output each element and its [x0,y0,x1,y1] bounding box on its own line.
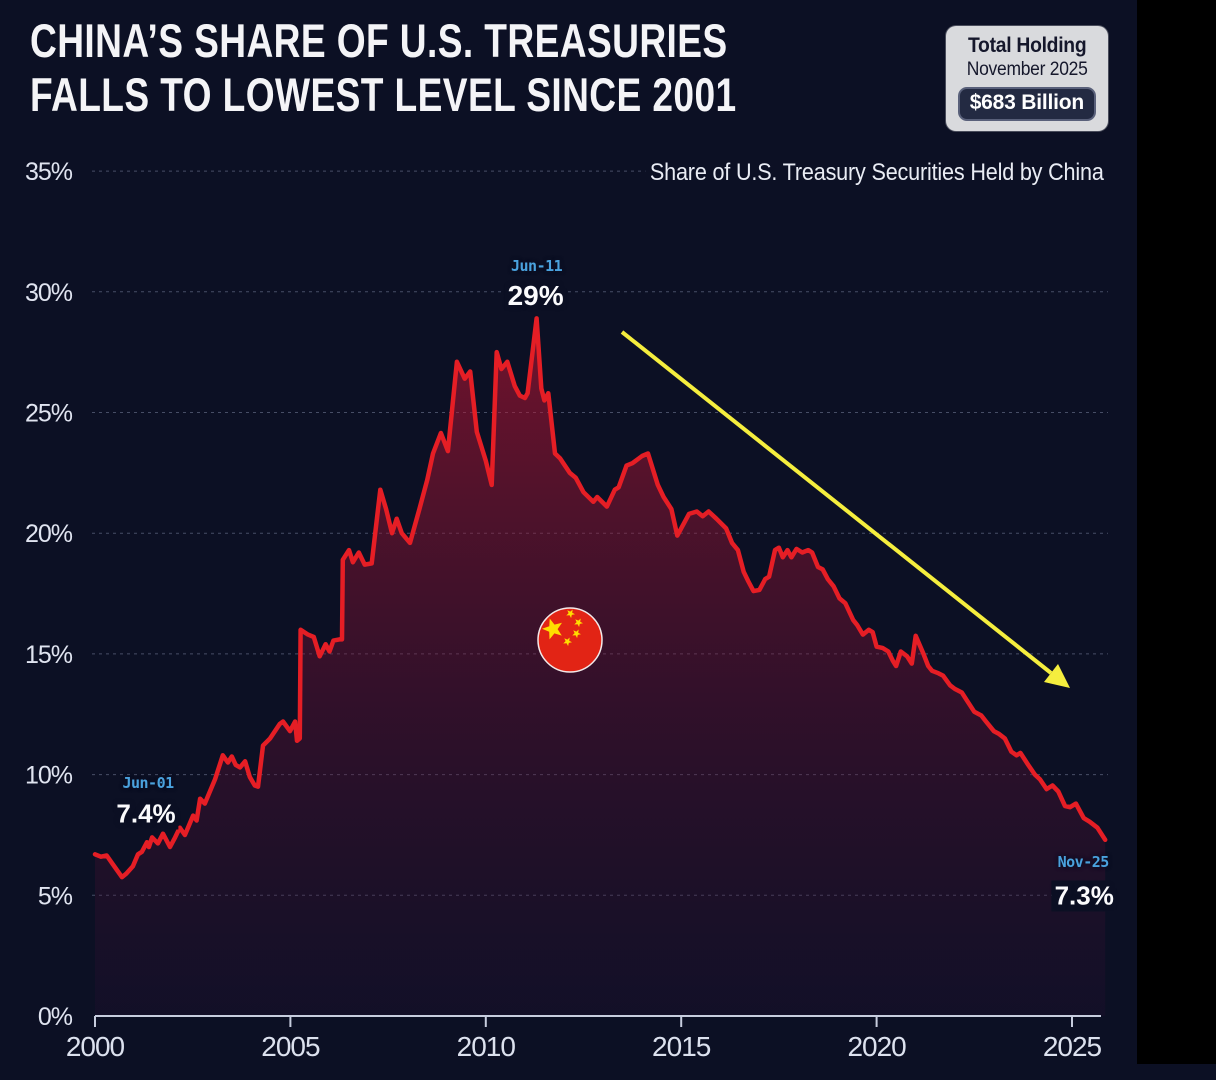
arrow-head [1044,664,1070,688]
right-black-strip [1137,0,1216,1064]
x-label-2005: 2005 [261,1031,320,1062]
annotation-value: 29% [504,280,567,313]
holding-value-badge: $683 Billion [957,87,1096,121]
annotation-value: 7.3% [1051,880,1117,912]
y-label-35: 35% [25,158,73,186]
y-axis-labels: 0% 5% 10% 15% 20% 25% 30% 35% [25,158,74,1031]
axes [94,1015,1101,1027]
x-label-2010: 2010 [457,1031,516,1062]
y-label-30: 30% [25,279,73,307]
annotation-value: 7.4% [113,798,179,830]
y-label-5: 5% [38,882,73,910]
area-under-curve [95,318,1106,1016]
title-line-2: FALLS TO LOWEST LEVEL SINCE 2001 [30,68,737,121]
x-label-2000: 2000 [66,1031,125,1062]
y-label-15: 15% [25,641,73,669]
x-axis-labels: 2000 2005 2010 2015 2020 2025 [66,1031,1103,1062]
holding-label: Total Holding [967,34,1087,57]
title-line-1: CHINA’S SHARE OF U.S. TREASURIES [30,14,728,67]
flag-circle [537,607,603,673]
y-label-20: 20% [25,520,73,548]
y-label-25: 25% [25,400,73,428]
downtrend-arrow-icon [620,330,1070,688]
x-label-2020: 2020 [847,1031,906,1062]
y-label-10: 10% [25,762,73,790]
annotation-date-label: Jun-11 [511,257,563,276]
x-label-2015: 2015 [652,1031,711,1062]
annotation-date-label: Jun-01 [122,774,174,793]
area-fill [95,318,1106,1016]
annotation-date-label: Nov-25 [1057,852,1110,871]
arrow-shaft [620,330,1053,675]
flag-small-star-1 [566,609,575,619]
total-holding-callout: Total Holding November 2025 $683 Billion [945,26,1108,131]
china-flag-icon [537,607,603,673]
flag-big-star [542,618,562,640]
page-title: CHINA’S SHARE OF U.S. TREASURIES FALLS T… [30,14,737,122]
holding-date: November 2025 [966,59,1088,80]
flag-small-star-2 [574,618,583,628]
data-line [92,316,1108,880]
flag-small-star-4 [563,637,572,647]
flag-small-star-3 [572,629,581,639]
y-label-0: 0% [38,1003,73,1031]
x-label-2025: 2025 [1043,1031,1102,1062]
chart-subtitle: Share of U.S. Treasury Securities Held b… [645,157,1108,189]
china-share-line [92,316,1108,880]
